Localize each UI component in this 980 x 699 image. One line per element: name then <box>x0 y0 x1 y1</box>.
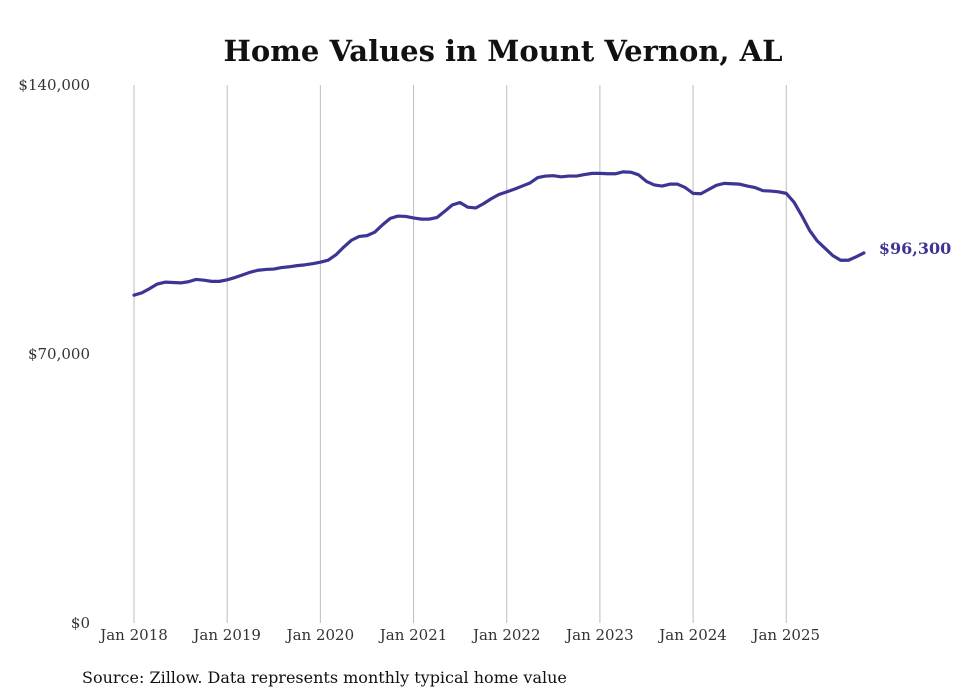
y-tick-label: $0 <box>71 614 90 632</box>
home-value-line <box>132 170 866 297</box>
x-tick-label: Jan 2022 <box>471 626 541 644</box>
y-axis-tick-labels: $0 $70,000 $140,000 <box>18 76 90 632</box>
x-tick-label: Jan 2020 <box>285 626 355 644</box>
x-tick-label: Jan 2019 <box>191 626 261 644</box>
y-tick-label: $140,000 <box>18 76 90 94</box>
source-note: Source: Zillow. Data represents monthly … <box>82 668 567 687</box>
x-axis-tick-labels: Jan 2018 Jan 2019 Jan 2020 Jan 2021 Jan 2022… <box>98 626 820 644</box>
latest-value-label: $96,300 <box>879 239 951 258</box>
x-tick-label: Jan 2021 <box>378 626 448 644</box>
x-tick-label: Jan 2024 <box>657 626 727 644</box>
chart-title: Home Values in Mount Vernon, AL <box>223 34 782 68</box>
vertical-gridlines <box>133 85 787 623</box>
x-tick-label: Jan 2018 <box>98 626 168 644</box>
x-tick-label: Jan 2023 <box>564 626 634 644</box>
y-tick-label: $70,000 <box>28 345 90 363</box>
x-tick-label: Jan 2025 <box>750 626 820 644</box>
